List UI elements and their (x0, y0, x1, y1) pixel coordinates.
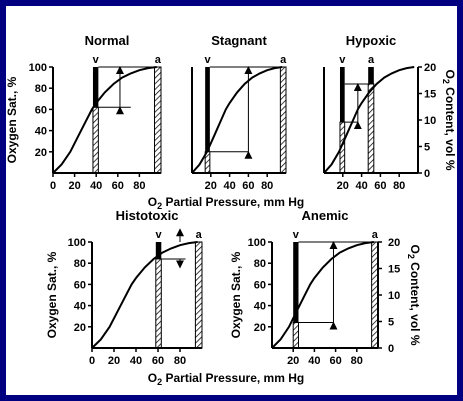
venous-label: v (204, 54, 211, 66)
x-tick-label: 20 (287, 355, 299, 367)
y-axis-label: Oxygen Sat., % (229, 251, 243, 338)
x-tick-label: 20 (337, 180, 349, 192)
x-tick-label: 40 (90, 180, 102, 192)
venous-bar-hatched (92, 106, 99, 174)
x-tick-label: 60 (242, 180, 254, 192)
x-axis-label-top: O2 Partial Pressure, mm Hg (148, 195, 304, 211)
y2-tick-label: 0 (424, 168, 430, 180)
panel-title: Anemic (302, 208, 349, 223)
panel-top-right: Hypoxic 20 40 60 80 0 5 10 15 20 O2 Content, vol %… (323, 33, 457, 192)
arterial-bar-hatched (194, 241, 203, 349)
arterial-label: a (280, 54, 287, 66)
y2-tick-label: 20 (388, 237, 400, 249)
y2-tick-label: 20 (424, 62, 436, 74)
venous-label: v (155, 229, 162, 241)
x-tick-label: 80 (261, 180, 273, 192)
y-tick-label: 40 (35, 126, 47, 138)
y-axis-label: Oxygen Sat., % (45, 251, 59, 338)
x-tick-label: 80 (133, 180, 145, 192)
y-tick-label: 100 (68, 237, 86, 249)
y-tick-label: 80 (35, 83, 47, 95)
y2-tick-label: 15 (424, 89, 436, 101)
y2-tick-label: 5 (424, 142, 430, 154)
x-tick-label: 40 (223, 180, 235, 192)
x-tick-label: 40 (130, 355, 142, 367)
x-tick-label: 20 (108, 355, 120, 367)
arterial-bar-hatched (367, 83, 375, 174)
venous-label: v (293, 229, 300, 241)
y-tick-label: 100 (29, 62, 47, 74)
arterial-bar-hatched (279, 66, 287, 174)
arterial-label: a (372, 229, 379, 241)
y-axis-label: Oxygen Sat., % (6, 76, 19, 163)
panel-title: Histotoxic (116, 208, 179, 223)
x-tick-label: 40 (308, 355, 320, 367)
y2-axis-label: O2 Content, vol % (406, 244, 422, 345)
x-tick-label: 80 (174, 355, 186, 367)
panel-title: Hypoxic (346, 33, 397, 48)
y-tick-label: 80 (254, 258, 266, 270)
x-tick-label: 80 (393, 180, 405, 192)
venous-label: v (339, 54, 346, 66)
figure: Normal 0 20 40 60 80 20 40 60 80 100 Oxygen Sat., %… (6, 6, 457, 395)
venous-bar-hatched (292, 322, 300, 349)
y-tick-label: 60 (254, 279, 266, 291)
dissociation-curve (271, 241, 374, 349)
venous-label: v (93, 54, 100, 66)
dissociation-curve (91, 241, 198, 349)
venous-bar-solid (293, 242, 299, 323)
y-tick-label: 20 (35, 147, 47, 159)
y2-tick-label: 5 (388, 317, 394, 329)
arterial-label: a (368, 54, 375, 66)
x-tick-label: 60 (374, 180, 386, 192)
panel-title: Normal (85, 33, 130, 48)
y-tick-label: 40 (74, 301, 86, 313)
y-tick-label: 40 (254, 301, 266, 313)
x-tick-label: 80 (351, 355, 363, 367)
panel-title: Stagnant (211, 33, 267, 48)
y-tick-label: 80 (74, 258, 86, 270)
panel-top-left: Normal 0 20 40 60 80 20 40 60 80 100 Oxygen Sat., %… (6, 33, 162, 192)
arterial-bar-hatched (371, 241, 379, 349)
panel-bottom-left: Histotoxic 0 20 40 60 80 20 40 60 80 100 Oxygen Sat… (45, 208, 203, 367)
y2-tick-label: 15 (388, 264, 400, 276)
venous-bar-solid (92, 67, 99, 108)
y2-tick-label: 0 (388, 343, 394, 355)
y-tick-label: 60 (74, 279, 86, 291)
arterial-label: a (196, 229, 203, 241)
x-axis-label-bottom: O2 Partial Pressure, mm Hg (148, 371, 304, 387)
dissociation-curve (323, 66, 415, 174)
venous-bar-solid (339, 67, 345, 123)
x-tick-label: 60 (152, 355, 164, 367)
arterial-bar-solid (368, 67, 374, 84)
x-tick-label: 60 (112, 180, 124, 192)
y2-axis-label: O2 Content, vol % (441, 69, 457, 170)
y2-tick-label: 10 (424, 115, 436, 127)
y-tick-label: 100 (248, 237, 266, 249)
y-tick-label: 20 (254, 322, 266, 334)
y-tick-label: 20 (74, 322, 86, 334)
dissociation-curve (52, 66, 157, 174)
x-tick-label: 40 (355, 180, 367, 192)
venous-bar-hatched (155, 258, 162, 349)
y2-tick-label: 10 (388, 290, 400, 302)
x-tick-label: 20 (68, 180, 80, 192)
arterial-bar-hatched (154, 66, 162, 174)
dissociation-curve (191, 66, 283, 174)
x-tick-label: 0 (89, 355, 95, 367)
x-tick-label: 60 (329, 355, 341, 367)
panel-bottom-right: Anemic 20 40 60 80 20 40 60 80 100 Oxygen Sat., % 0… (229, 208, 422, 367)
venous-bar-solid (205, 67, 210, 152)
panel-top-middle: Stagnant 20 40 60 80 v a (191, 33, 287, 192)
x-tick-label: 0 (50, 180, 56, 192)
venous-bar-solid (155, 242, 162, 259)
x-tick-label: 20 (205, 180, 217, 192)
y-tick-label: 60 (35, 104, 47, 116)
arterial-label: a (155, 54, 162, 66)
